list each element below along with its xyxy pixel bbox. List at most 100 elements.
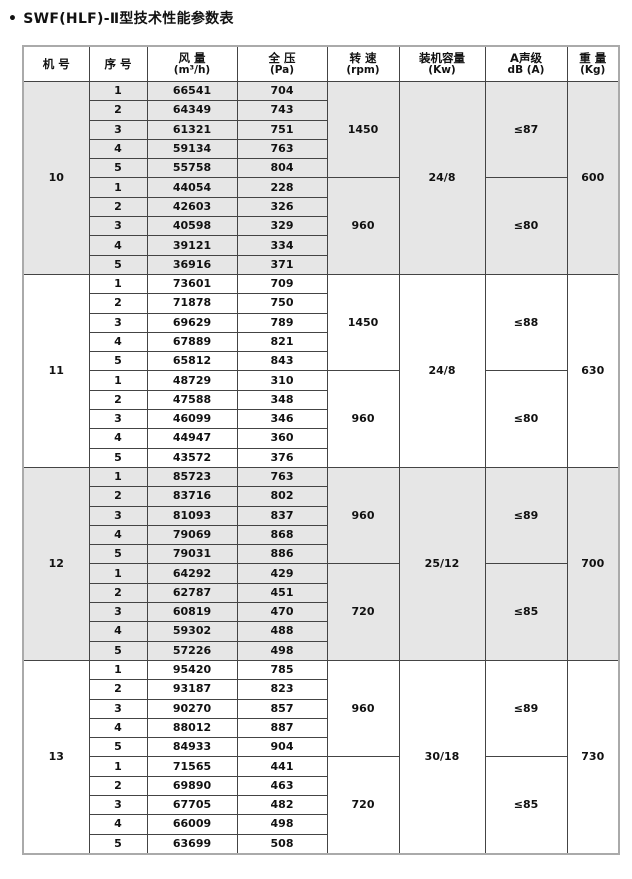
header-index: 序 号 (88, 45, 148, 82)
index-cell: 2 (88, 582, 148, 604)
header-row: 机 号序 号风 量 (m³/h) 全 压 (Pa) 转 速 (rpm) 装机容量 (Kw) A声… (22, 45, 620, 82)
table-row: 10 1 66541 704 1450 24/8 ≤87 600 (22, 80, 620, 275)
pressure-cell: 348 (236, 389, 328, 411)
airflow-cell: 66009 (146, 814, 238, 835)
index-cell: 1 (88, 466, 148, 488)
table-row: 5 36916 371 (23, 254, 619, 275)
pressure-cell: 376 (236, 447, 328, 468)
index-cell: 1 (88, 80, 148, 102)
noise-cell: ≤80 (484, 177, 568, 275)
pressure-cell: 887 (236, 717, 328, 739)
pressure-cell: 371 (236, 254, 328, 275)
header-label: 转 速 (349, 51, 377, 65)
table-row: 2 62787 451 (23, 582, 619, 604)
table-row: 5 55758 804 (23, 158, 619, 179)
pressure-cell: 821 (236, 331, 328, 353)
pressure-cell: 904 (236, 737, 328, 758)
pressure-cell: 857 (236, 698, 328, 719)
pressure-cell: 886 (236, 544, 328, 565)
pressure-cell: 868 (236, 524, 328, 546)
title-text: SWF(HLF)-Ⅱ型技术性能参数表 (23, 11, 234, 27)
pressure-cell: 763 (236, 138, 328, 160)
index-cell: 3 (88, 505, 148, 526)
index-cell: 3 (88, 312, 148, 333)
speed-cell: 960 (326, 370, 400, 468)
airflow-cell: 69629 (146, 312, 238, 333)
pressure-cell: 470 (236, 602, 328, 623)
speed-cell: 720 (326, 756, 400, 855)
pressure-cell: 441 (236, 756, 328, 777)
index-cell: 3 (88, 216, 148, 237)
airflow-cell: 69890 (146, 775, 238, 796)
noise-cell: ≤80 (484, 370, 568, 468)
power-cell: 24/8 (398, 273, 486, 468)
table-row: 1 48729 310 960 ≤80 (23, 370, 619, 468)
weight-cell: 600 (566, 81, 620, 275)
pressure-cell: 482 (236, 794, 328, 816)
index-cell: 4 (88, 331, 148, 353)
pressure-cell: 751 (236, 119, 328, 140)
model-cell: 10 (22, 81, 90, 275)
header-airflow: 风 量 (m³/h) (146, 45, 238, 82)
index-cell: 5 (88, 254, 148, 275)
speed-cell: 1450 (326, 80, 400, 179)
table-row: 5 63699 508 (23, 833, 619, 855)
airflow-cell: 59134 (146, 138, 238, 160)
table-row: 5 65812 843 (23, 351, 619, 372)
table-row: 13 1 95420 785 960 30/18 ≤89 730 (22, 659, 620, 855)
header-unit: (Kw) (428, 64, 456, 76)
airflow-cell: 62787 (146, 582, 238, 604)
power-cell: 30/18 (398, 659, 486, 855)
model-cell: 13 (22, 659, 90, 855)
header-label: 序 号 (104, 57, 132, 71)
header-unit: (m³/h) (173, 64, 211, 76)
index-cell: 4 (88, 138, 148, 160)
speed-cell: 960 (326, 466, 400, 565)
pressure-cell: 429 (236, 563, 328, 584)
weight-cell: 630 (566, 273, 620, 468)
index-cell: 4 (88, 621, 148, 642)
airflow-cell: 48729 (146, 370, 238, 391)
airflow-cell: 79031 (146, 544, 238, 565)
pressure-cell: 709 (236, 273, 328, 295)
airflow-cell: 61321 (146, 119, 238, 140)
header-model: 机 号 (22, 45, 90, 82)
table-row: 1 64292 429 720 ≤85 (23, 563, 619, 661)
index-cell: 3 (88, 698, 148, 719)
pressure-cell: 329 (236, 216, 328, 237)
index-cell: 1 (88, 273, 148, 295)
index-cell: 3 (88, 119, 148, 140)
index-cell: 2 (88, 775, 148, 796)
index-cell: 5 (88, 640, 148, 661)
index-cell: 2 (88, 196, 148, 218)
pressure-cell: 228 (236, 177, 328, 198)
airflow-cell: 73601 (146, 273, 238, 295)
index-cell: 2 (88, 389, 148, 411)
pressure-cell: 360 (236, 428, 328, 449)
pressure-cell: 804 (236, 158, 328, 179)
airflow-cell: 55758 (146, 158, 238, 179)
table-row: 2 42603 326 (23, 196, 619, 218)
pressure-cell: 508 (236, 833, 328, 855)
airflow-cell: 67705 (146, 794, 238, 816)
index-cell: 5 (88, 833, 148, 855)
airflow-cell: 79069 (146, 524, 238, 546)
pressure-cell: 823 (236, 679, 328, 700)
header-label: 全 压 (268, 51, 296, 65)
table-row: 3 81093 837 (23, 505, 619, 526)
pressure-cell: 310 (236, 370, 328, 391)
index-cell: 1 (88, 370, 148, 391)
airflow-cell: 66541 (146, 80, 238, 102)
index-cell: 2 (88, 100, 148, 121)
header-pressure: 全 压 (Pa) (236, 45, 328, 82)
table-row: 4 59302 488 (23, 621, 619, 642)
table-row: 4 44947 360 (23, 428, 619, 449)
index-cell: 2 (88, 486, 148, 507)
table-row: 4 39121 334 (23, 235, 619, 256)
index-cell: 2 (88, 293, 148, 314)
header-noise: A声级 dB (A) (484, 45, 568, 82)
pressure-cell: 488 (236, 621, 328, 642)
airflow-cell: 90270 (146, 698, 238, 719)
noise-cell: ≤89 (484, 466, 568, 565)
pressure-cell: 451 (236, 582, 328, 604)
